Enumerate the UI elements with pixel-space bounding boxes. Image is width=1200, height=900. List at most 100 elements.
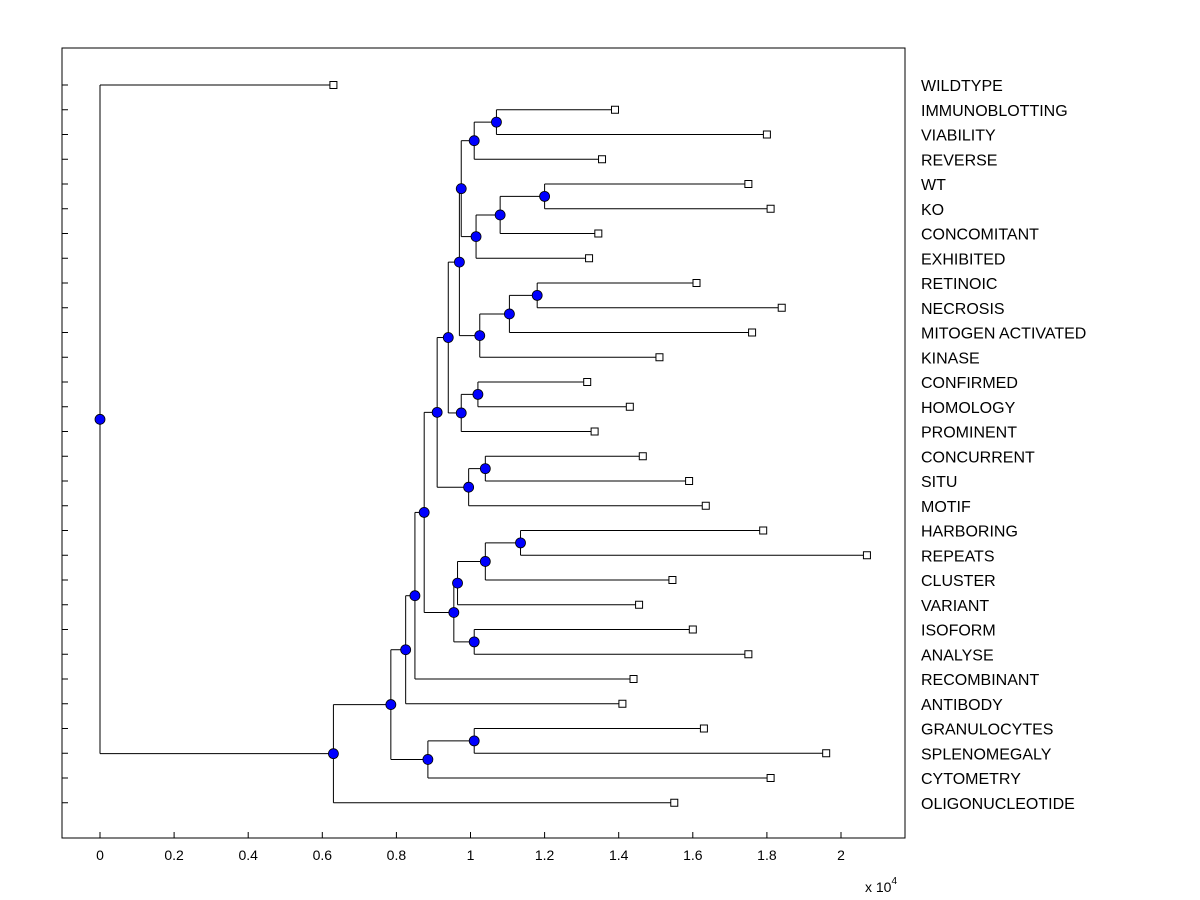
node-marker bbox=[455, 407, 467, 419]
plot-area bbox=[61, 47, 906, 839]
leaf-marker bbox=[688, 625, 697, 634]
node-marker bbox=[328, 748, 339, 760]
leaf-marker bbox=[590, 427, 599, 436]
node-marker bbox=[479, 556, 491, 567]
leaf-marker bbox=[670, 798, 679, 807]
leaf-marker bbox=[668, 576, 677, 584]
node-marker bbox=[463, 481, 475, 493]
node-marker bbox=[474, 330, 486, 341]
x-tick-label: 1.6 bbox=[683, 847, 703, 863]
node-marker bbox=[472, 388, 484, 400]
leaf-marker bbox=[638, 452, 647, 461]
leaf-label: CLUSTER bbox=[921, 573, 996, 590]
x-tick-label: 0.4 bbox=[238, 847, 258, 863]
leaf-marker bbox=[655, 353, 664, 362]
leaf-marker bbox=[744, 650, 753, 659]
y-axis-ticks bbox=[62, 84, 68, 804]
node-marker bbox=[504, 308, 515, 320]
node-marker bbox=[422, 754, 434, 765]
leaf-marker bbox=[598, 155, 607, 164]
leaf-label: ISOFORM bbox=[921, 623, 996, 640]
node-marker bbox=[442, 332, 454, 343]
leaf-marker bbox=[618, 699, 627, 708]
leaf-marker bbox=[329, 81, 338, 89]
leaf-label: RECOMBINANT bbox=[921, 672, 1039, 689]
leaf-label: NECROSIS bbox=[921, 301, 1005, 318]
leaf-label: VARIANT bbox=[921, 598, 989, 615]
leaf-marker bbox=[692, 279, 701, 287]
leaf-label: WT bbox=[921, 177, 946, 194]
leaf-marker bbox=[759, 526, 768, 535]
node-marker bbox=[531, 289, 543, 301]
leaf-marker bbox=[635, 600, 644, 609]
leaf-marker bbox=[585, 254, 594, 263]
leaf-label: GRANULOCYTES bbox=[921, 722, 1053, 739]
leaf-marker bbox=[625, 402, 634, 411]
leaf-marker bbox=[862, 551, 871, 560]
x-tick-label: 0.2 bbox=[164, 847, 184, 863]
leaf-label: HOMOLOGY bbox=[921, 400, 1016, 417]
leaf-label: OLIGONUCLEOTIDE bbox=[921, 796, 1075, 813]
leaf-markers bbox=[329, 81, 871, 807]
x-tick-label: 1.2 bbox=[535, 847, 555, 863]
leaf-marker bbox=[594, 229, 603, 238]
x-tick-label: 0.8 bbox=[387, 847, 407, 863]
x-tick-label: 2 bbox=[837, 847, 845, 863]
leaf-label: SITU bbox=[921, 474, 957, 491]
leaf-label: CONCOMITANT bbox=[921, 227, 1039, 244]
node-marker bbox=[468, 735, 480, 747]
node-marker bbox=[453, 256, 465, 268]
node-marker bbox=[539, 190, 550, 202]
leaf-label: KINASE bbox=[921, 350, 980, 367]
leaf-label: EXHIBITED bbox=[921, 251, 1005, 268]
leaf-marker bbox=[744, 180, 753, 188]
x-axis-ticks: 0 0.2 0.4 0.6 0.8 1 1.2 1.4 1.6 1.8 2 bbox=[96, 832, 845, 863]
leaf-label: CONCURRENT bbox=[921, 449, 1035, 466]
x-tick-label: 0.6 bbox=[313, 847, 333, 863]
node-marker bbox=[468, 135, 480, 147]
x-tick-label: 1.4 bbox=[609, 847, 629, 863]
node-marker bbox=[470, 231, 482, 242]
leaf-label: HARBORING bbox=[921, 524, 1018, 541]
leaf-marker bbox=[629, 675, 638, 683]
leaf-marker bbox=[766, 204, 775, 213]
leaf-label: REPEATS bbox=[921, 548, 995, 565]
leaf-label: SPLENOMEGALY bbox=[921, 746, 1052, 763]
leaf-marker bbox=[766, 774, 775, 782]
node-marker bbox=[400, 644, 412, 656]
leaf-label: CONFIRMED bbox=[921, 375, 1018, 392]
leaf-label: REVERSE bbox=[921, 152, 997, 169]
leaf-marker bbox=[583, 378, 592, 386]
leaf-marker bbox=[701, 501, 710, 510]
leaf-label: MOTIF bbox=[921, 499, 971, 516]
x-tick-label: 1.8 bbox=[757, 847, 777, 863]
node-marker bbox=[418, 507, 430, 518]
node-marker bbox=[479, 463, 491, 475]
leaf-label: PROMINENT bbox=[921, 425, 1017, 442]
leaf-label: IMMUNOBLOTTING bbox=[921, 103, 1068, 120]
x-axis-multiplier-exponent: 4 bbox=[891, 876, 897, 887]
node-marker bbox=[452, 577, 463, 589]
node-markers bbox=[94, 116, 550, 765]
node-marker bbox=[431, 406, 443, 418]
node-marker bbox=[468, 636, 480, 648]
leaf-label: ANTIBODY bbox=[921, 697, 1003, 714]
leaf-label: RETINOIC bbox=[921, 276, 997, 293]
node-marker bbox=[385, 699, 397, 710]
leaf-labels: WILDTYPE IMMUNOBLOTTING VIABILITY REVERSE WT… bbox=[921, 78, 1086, 813]
node-marker bbox=[409, 590, 421, 602]
leaf-marker bbox=[822, 749, 831, 758]
leaf-marker bbox=[762, 130, 771, 139]
x-tick-label: 0 bbox=[96, 847, 104, 863]
x-tick-label: 1 bbox=[467, 847, 475, 863]
leaf-label: KO bbox=[921, 202, 944, 219]
leaf-marker bbox=[748, 328, 757, 337]
leaf-marker bbox=[777, 303, 786, 312]
node-marker bbox=[448, 607, 460, 618]
x-axis-multiplier-base: x 10 bbox=[865, 879, 892, 895]
node-marker bbox=[94, 413, 106, 425]
leaf-label: CYTOMETRY bbox=[921, 771, 1021, 788]
leaf-label: MITOGEN ACTIVATED bbox=[921, 326, 1086, 343]
leaf-label: WILDTYPE bbox=[921, 78, 1003, 95]
